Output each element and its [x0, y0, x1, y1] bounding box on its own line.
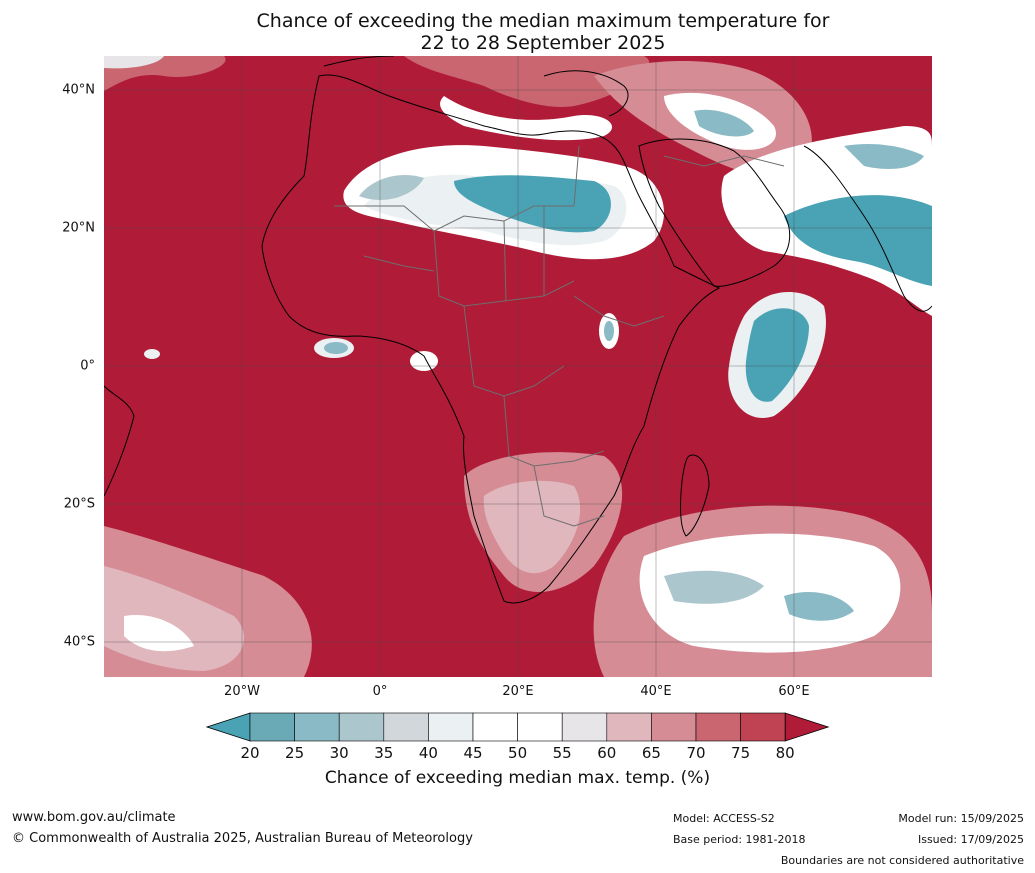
- colorbar-tick-label: 75: [731, 744, 751, 762]
- footer-issued: Issued: 17/09/2025: [917, 833, 1024, 846]
- colorbar-bin: [249, 712, 295, 742]
- colorbar-tick-label: 50: [508, 744, 528, 762]
- lat-label-20n: 20°N: [62, 220, 95, 236]
- colorbar-bin: [338, 712, 385, 742]
- colorbar-extend-low: [205, 712, 251, 742]
- colorbar-tick-label: 70: [686, 744, 706, 762]
- colorbar-bin: [517, 712, 563, 742]
- coastlines: [104, 56, 932, 604]
- colorbar-tick-label: 30: [329, 744, 349, 762]
- footer-base-period: Base period: 1981-2018: [673, 833, 806, 846]
- colorbar-bin: [695, 712, 741, 742]
- colorbar-tick-label: 35: [374, 744, 394, 762]
- colorbar-bin: [606, 712, 652, 742]
- lon-label-20w: 20°W: [224, 684, 260, 699]
- lat-label-0: 0°: [80, 358, 95, 374]
- colorbar-tick-label: 25: [285, 744, 305, 762]
- colorbar-tick-label: 45: [463, 744, 483, 762]
- colorbar-bin: [472, 712, 518, 742]
- colorbar-bin: [561, 712, 608, 742]
- colorbar-tick-label: 40: [418, 744, 438, 762]
- lon-label-40e: 40°E: [640, 684, 672, 699]
- colorbar-scale: [205, 712, 830, 742]
- colorbar-label: Chance of exceeding median max. temp. (%…: [324, 768, 711, 788]
- colorbar-bin: [651, 712, 697, 742]
- map-canvas: [104, 56, 932, 677]
- lat-label-40n: 40°N: [62, 82, 95, 98]
- footer-disclaimer: Boundaries are not considered authoritat…: [780, 854, 1024, 867]
- lat-label-20s: 20°S: [63, 496, 95, 512]
- colorbar-bin: [428, 712, 474, 742]
- lat-label-40s: 40°S: [63, 634, 95, 650]
- colorbar-extend-high: [784, 712, 830, 742]
- colorbar-bin: [294, 712, 340, 742]
- colorbar-tick-label: 60: [597, 744, 617, 762]
- colorbar-tick-label: 65: [641, 744, 661, 762]
- colorbar: [205, 712, 830, 746]
- lon-label-60e: 60°E: [778, 684, 810, 699]
- lon-label-0: 0°: [372, 684, 388, 699]
- footer-model: Model: ACCESS-S2: [673, 812, 775, 825]
- country-borders: [334, 145, 785, 527]
- probability-map: [104, 56, 932, 677]
- colorbar-tick-label: 80: [775, 744, 795, 762]
- footer-model-run: Model run: 15/09/2025: [898, 812, 1024, 825]
- colorbar-bin: [383, 712, 429, 742]
- graticule: [104, 56, 932, 677]
- title-line-2: 22 to 28 September 2025: [420, 32, 666, 54]
- footer-copyright: © Commonwealth of Australia 2025, Austra…: [12, 831, 473, 846]
- map-title: Chance of exceeding the median maximum t…: [0, 10, 1035, 54]
- footer-url: www.bom.gov.au/climate: [12, 810, 176, 825]
- colorbar-bin: [740, 712, 786, 742]
- title-line-1: Chance of exceeding the median maximum t…: [256, 10, 830, 32]
- lon-label-20e: 20°E: [502, 684, 534, 699]
- colorbar-tick-label: 55: [552, 744, 572, 762]
- colorbar-tick-label: 20: [240, 744, 260, 762]
